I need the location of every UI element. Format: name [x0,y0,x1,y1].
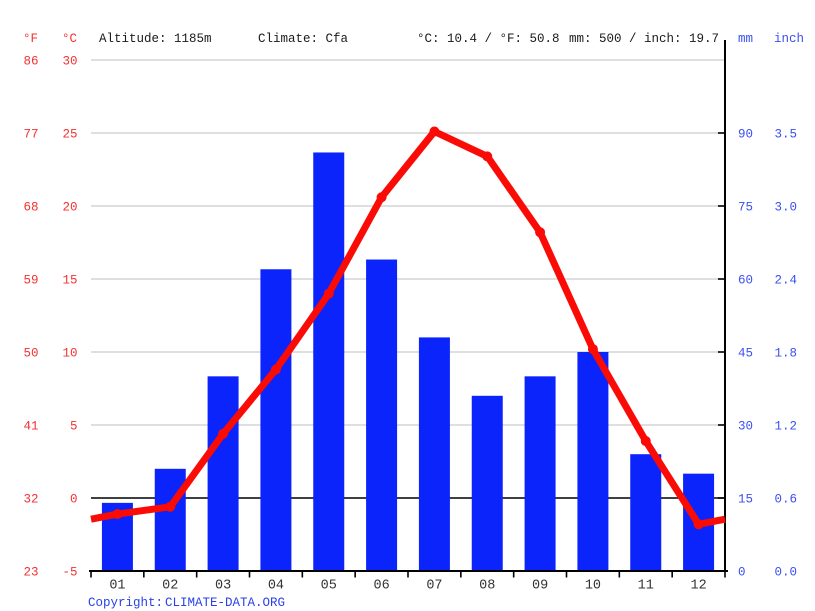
month-label-03: 03 [215,579,231,594]
celsius-tick-label: 30 [62,55,77,69]
axes-group [89,40,728,578]
fahrenheit-tick-label: 68 [23,201,38,215]
month-label-06: 06 [373,579,389,594]
fahrenheit-tick-label: 50 [23,347,38,361]
precip-bar-10 [577,352,609,571]
celsius-tick-label: 5 [70,420,78,434]
inch-tick-label: 0.6 [775,493,798,507]
celsius-tick-label: -5 [62,566,77,580]
temperature-point-01 [112,509,123,520]
temperature-point-07 [429,126,440,137]
month-label-09: 09 [532,579,548,594]
fahrenheit-tick-label: 41 [23,420,38,434]
celsius-tick-label: 25 [62,128,77,142]
mean-temperature-label: °C: 10.4 / °F: 50.8 [417,32,560,46]
precipitation-bars-group [101,152,715,571]
celsius-tick-label: 20 [62,201,77,215]
fahrenheit-tick-label: 23 [23,566,38,580]
month-label-11: 11 [638,579,654,594]
precip-bar-03 [207,376,239,571]
inch-tick-label: 1.2 [775,420,798,434]
fahrenheit-tick-label: 86 [23,55,38,69]
mm-tick-label: 90 [738,128,753,142]
fahrenheit-tick-label: 77 [23,128,38,142]
temperature-point-06 [376,192,387,203]
month-label-07: 07 [426,579,442,594]
month-label-12: 12 [690,579,706,594]
temperature-point-08 [482,151,493,162]
precip-bar-07 [418,337,450,571]
temperature-point-04 [270,364,281,375]
mm-tick-label: 30 [738,420,753,434]
precip-bar-04 [260,269,292,571]
precip-bar-11 [630,454,662,571]
precip-bar-08 [471,395,503,571]
precip-bar-06 [366,259,398,571]
inch-tick-label: 0.0 [775,566,798,580]
annual-precipitation-label: mm: 500 / inch: 19.7 [569,32,719,46]
celsius-tick-label: 0 [70,493,78,507]
month-label-02: 02 [162,579,178,594]
source-link[interactable]: CLIMATE-DATA.ORG [165,596,285,610]
temperature-point-05 [323,288,334,299]
month-label-05: 05 [321,579,337,594]
inch-tick-label: 3.0 [775,201,798,215]
copyright-line: Copyright: CLIMATE-DATA.ORG [88,596,285,610]
fahrenheit-axis-unit: °F [23,32,38,46]
fahrenheit-tick-label: 32 [23,493,38,507]
mm-tick-label: 45 [738,347,753,361]
mm-tick-label: 60 [738,274,753,288]
inch-tick-label: 1.8 [775,347,798,361]
inch-tick-label: 3.5 [775,128,798,142]
temperature-point-10 [587,344,598,355]
inch-tick-label: 2.4 [775,274,798,288]
mm-tick-label: 15 [738,493,753,507]
temperature-point-12 [693,519,704,530]
month-label-01: 01 [109,579,125,594]
celsius-tick-label: 15 [62,274,77,288]
celsius-axis-unit: °C [62,32,77,46]
mm-axis-unit: mm [738,32,753,46]
temperature-line [90,128,726,528]
temperature-line-group [90,126,726,530]
precip-bar-05 [313,152,345,571]
fahrenheit-tick-label: 59 [23,274,38,288]
copyright-label: Copyright: [88,596,163,610]
month-label-08: 08 [479,579,495,594]
temperature-point-02 [165,501,176,512]
month-label-10: 10 [585,579,601,594]
mm-tick-label: 75 [738,201,753,215]
precip-bar-02 [154,468,186,571]
altitude-label: Altitude: 1185m [99,32,212,46]
temperature-point-03 [218,428,229,439]
celsius-tick-label: 10 [62,347,77,361]
gridlines-group [91,59,725,499]
temperature-point-09 [535,227,546,238]
inch-axis-unit: inch [774,32,804,46]
temperature-point-11 [640,436,651,447]
mm-tick-label: 0 [738,566,746,580]
climate-class-label: Climate: Cfa [258,32,349,46]
month-label-04: 04 [268,579,284,594]
precip-bar-09 [524,376,556,571]
